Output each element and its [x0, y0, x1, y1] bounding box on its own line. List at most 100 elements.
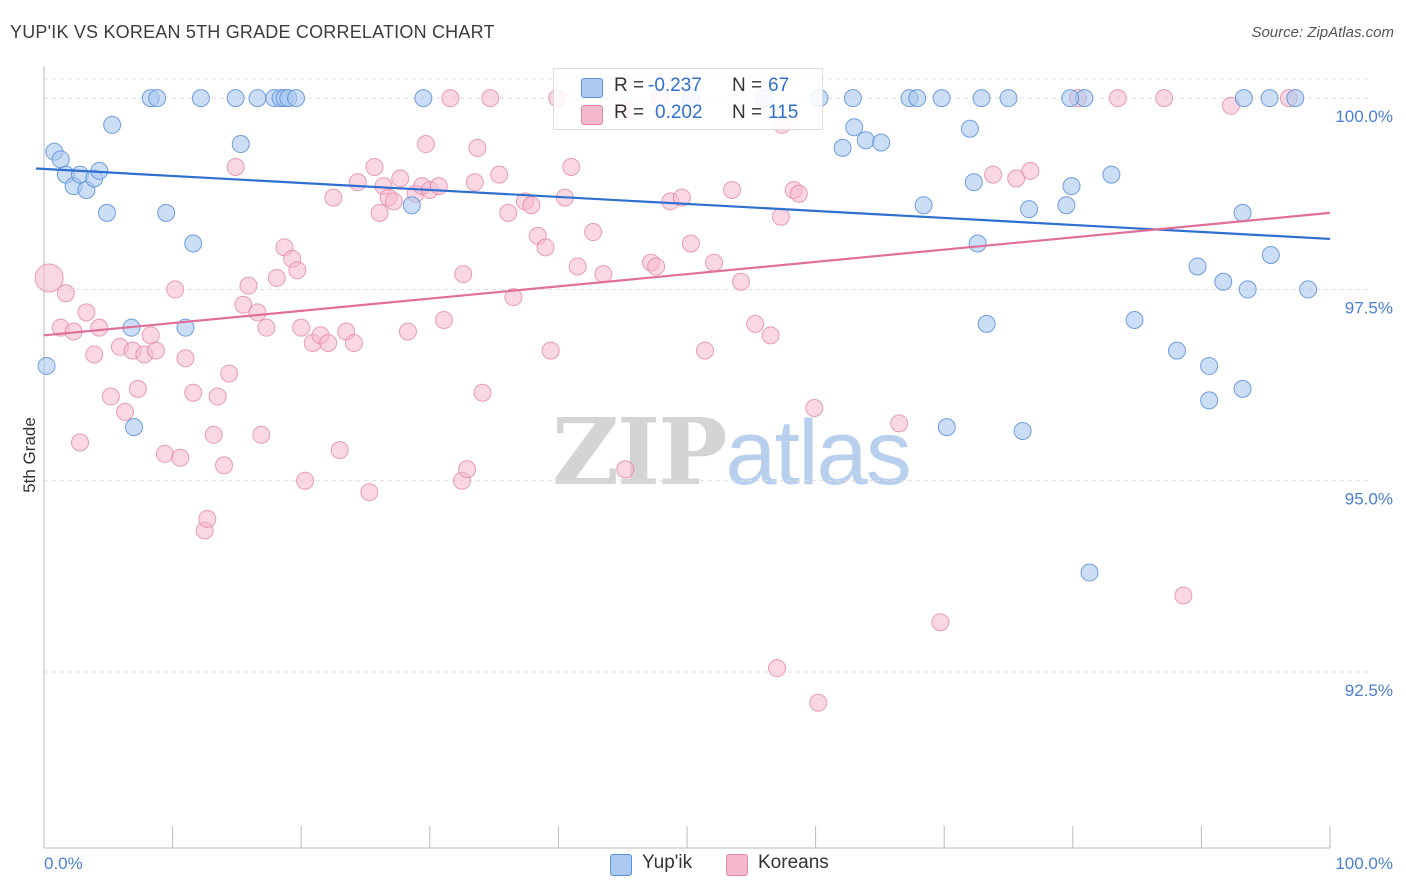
korean-point — [1021, 161, 1040, 180]
korean-point — [176, 349, 195, 368]
korean-point — [171, 448, 190, 467]
korean-point — [473, 383, 492, 402]
korean-point — [536, 238, 555, 257]
series-legend: Yup'ik Koreans — [0, 852, 1406, 878]
korean-point — [434, 311, 453, 330]
korean-point — [248, 303, 267, 322]
yupik-point — [1102, 165, 1121, 184]
yupik-point — [977, 314, 996, 333]
korean-point — [696, 341, 715, 360]
axis-labels: 92.5% 95.0% 97.5% 100.0% 0.0% 100.0% 5th Grade — [20, 107, 1393, 873]
korean-point — [198, 509, 217, 528]
koreans-trend-line — [43, 211, 1331, 337]
korean-point — [771, 207, 790, 226]
korean-point — [490, 165, 509, 184]
legend-n-value: 67 — [768, 75, 790, 96]
yupik-point — [1062, 177, 1081, 196]
korean-point — [789, 184, 808, 203]
koreans-swatch — [726, 854, 748, 876]
korean-point — [594, 265, 613, 284]
korean-point — [705, 253, 724, 272]
yupik-point — [1020, 200, 1039, 219]
korean-point — [204, 425, 223, 444]
x-tick-label: 100.0% — [1335, 854, 1393, 873]
korean-point — [208, 387, 227, 406]
yupik-point — [1167, 341, 1186, 360]
watermark: ZIPatlas — [552, 398, 912, 506]
y-tick-label: 97.5% — [1345, 298, 1393, 317]
korean-point — [465, 173, 484, 192]
korean-point — [226, 157, 245, 176]
yupik-point — [287, 89, 306, 108]
legend-n-value: 115 — [768, 102, 799, 123]
korean-point — [56, 284, 75, 303]
yupik-point — [845, 118, 864, 137]
x-tick-label: 0.0% — [44, 854, 83, 873]
yupik-point — [932, 89, 951, 108]
korean-point — [348, 173, 367, 192]
yupik-point — [1238, 280, 1257, 299]
korean-point — [146, 341, 165, 360]
korean-point — [672, 188, 691, 207]
yupik-point — [1013, 421, 1032, 440]
korean-point — [499, 203, 518, 222]
legend-row-yupik: R = -0.237 N = 67 — [554, 73, 822, 101]
yupik-point — [226, 89, 245, 108]
yupik-point — [148, 89, 167, 108]
korean-point — [128, 379, 147, 398]
yupik-point — [248, 89, 267, 108]
korean-point — [441, 89, 460, 108]
stats-legend: R = -0.237 N = 67 R = 0.202 N = 115 — [553, 68, 823, 130]
y-tick-label: 92.5% — [1345, 681, 1393, 700]
korean-point — [458, 460, 477, 479]
watermark-zip: ZIP — [552, 398, 727, 506]
korean-point — [155, 444, 174, 463]
yupik-point — [1233, 203, 1252, 222]
korean-point — [768, 659, 787, 678]
yupik-point — [157, 203, 176, 222]
legend-n-label: N = — [732, 75, 763, 96]
yupik-point — [51, 150, 70, 169]
korean-point — [761, 326, 780, 345]
trend-lines — [35, 167, 1331, 337]
korean-point — [647, 257, 666, 276]
yupik-point — [414, 89, 433, 108]
yupik-point — [402, 196, 421, 215]
korean-point — [391, 169, 410, 188]
yupik-point — [964, 173, 983, 192]
korean-point — [288, 261, 307, 280]
yupik-point — [1061, 89, 1080, 108]
korean-point — [330, 441, 349, 460]
korean-point — [1174, 586, 1193, 605]
korean-point — [809, 693, 828, 712]
korean-point — [365, 157, 384, 176]
yupik-point — [125, 418, 144, 437]
yupik-point — [1200, 391, 1219, 410]
korean-point — [1108, 89, 1127, 108]
source-label: Source: ZipAtlas.com — [1251, 24, 1394, 41]
yupik-point — [999, 89, 1018, 108]
yupik-point — [37, 356, 56, 375]
yupik-trend-line — [35, 167, 1331, 241]
korean-point — [1155, 89, 1174, 108]
korean-point — [344, 333, 363, 352]
yupik-point — [1125, 311, 1144, 330]
korean-point — [324, 188, 343, 207]
legend-r-label: R = — [614, 102, 645, 123]
yupik-point — [856, 131, 875, 150]
korean-point — [90, 318, 109, 337]
korean-point — [481, 89, 500, 108]
legend-n-label: N = — [732, 102, 763, 123]
korean-point — [890, 414, 909, 433]
yupik-swatch — [610, 854, 632, 876]
yupik-point — [833, 138, 852, 157]
korean-point — [984, 165, 1003, 184]
chart-title: YUP'IK VS KOREAN 5TH GRADE CORRELATION C… — [10, 22, 495, 42]
yupik-point — [1188, 257, 1207, 276]
korean-point — [732, 272, 751, 291]
yupik-points — [37, 89, 1318, 582]
korean-point — [384, 192, 403, 211]
yupik-point — [1057, 196, 1076, 215]
yupik-point — [1214, 272, 1233, 291]
